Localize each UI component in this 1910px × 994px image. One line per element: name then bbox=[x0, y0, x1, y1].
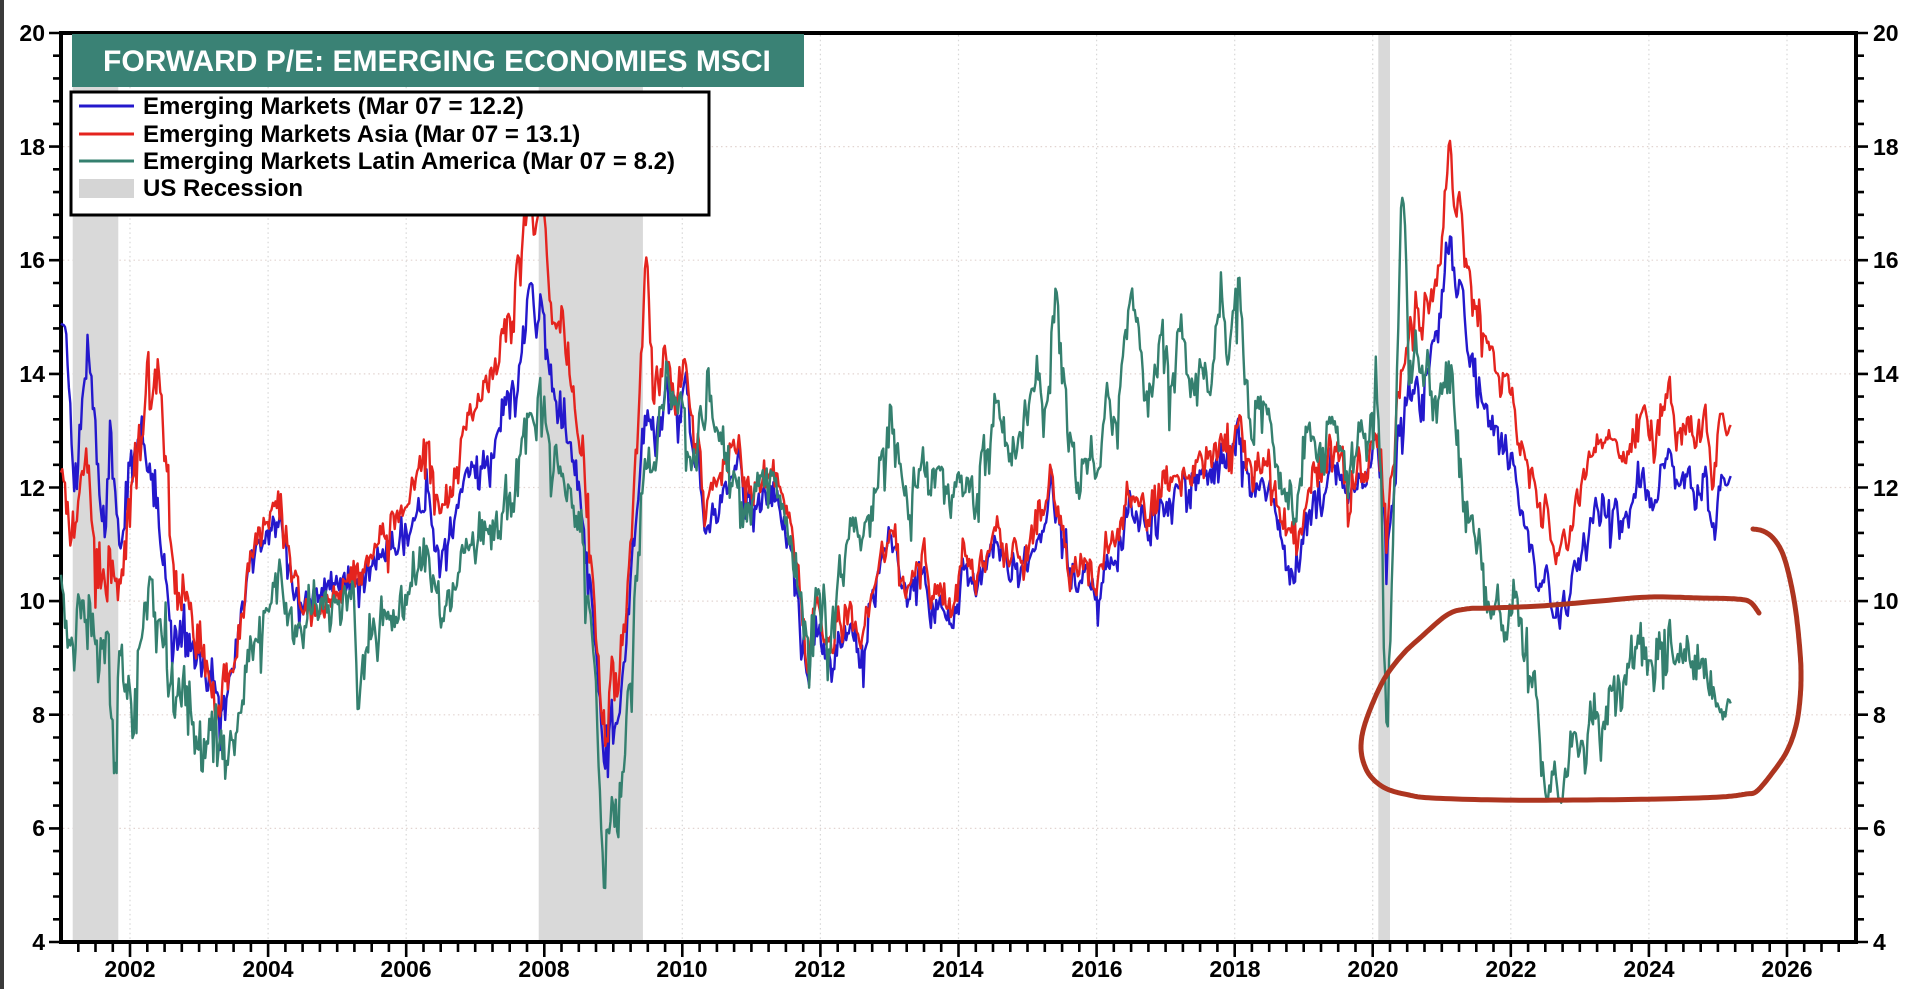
svg-text:2008: 2008 bbox=[518, 956, 569, 982]
svg-text:16: 16 bbox=[1873, 247, 1899, 273]
svg-text:6: 6 bbox=[1873, 815, 1886, 841]
svg-text:10: 10 bbox=[19, 588, 45, 614]
svg-text:18: 18 bbox=[1873, 134, 1899, 160]
svg-text:14: 14 bbox=[19, 361, 45, 387]
svg-text:12: 12 bbox=[19, 475, 45, 501]
svg-text:US Recession: US Recession bbox=[143, 175, 303, 202]
svg-text:Emerging Markets (Mar 07 = 12.: Emerging Markets (Mar 07 = 12.2) bbox=[143, 93, 524, 120]
svg-text:2020: 2020 bbox=[1347, 956, 1398, 982]
svg-text:10: 10 bbox=[1873, 588, 1899, 614]
svg-text:2024: 2024 bbox=[1623, 956, 1674, 982]
svg-text:12: 12 bbox=[1873, 475, 1899, 501]
svg-text:2004: 2004 bbox=[242, 956, 293, 982]
svg-text:18: 18 bbox=[19, 134, 45, 160]
svg-text:Emerging Markets Latin America: Emerging Markets Latin America (Mar 07 =… bbox=[143, 148, 675, 175]
svg-text:2006: 2006 bbox=[380, 956, 431, 982]
svg-text:2022: 2022 bbox=[1485, 956, 1536, 982]
svg-text:2010: 2010 bbox=[656, 956, 707, 982]
svg-text:2012: 2012 bbox=[794, 956, 845, 982]
svg-text:4: 4 bbox=[32, 929, 45, 955]
svg-text:2002: 2002 bbox=[104, 956, 155, 982]
svg-text:14: 14 bbox=[1873, 361, 1899, 387]
svg-text:20: 20 bbox=[1873, 20, 1899, 46]
svg-text:4: 4 bbox=[1873, 929, 1886, 955]
svg-text:2016: 2016 bbox=[1071, 956, 1122, 982]
svg-text:6: 6 bbox=[32, 815, 45, 841]
svg-text:2018: 2018 bbox=[1209, 956, 1260, 982]
svg-text:2014: 2014 bbox=[932, 956, 983, 982]
svg-text:16: 16 bbox=[19, 247, 45, 273]
svg-text:FORWARD P/E: EMERGING ECONOMIE: FORWARD P/E: EMERGING ECONOMIES MSCI bbox=[103, 45, 771, 78]
svg-text:2026: 2026 bbox=[1761, 956, 1812, 982]
svg-text:8: 8 bbox=[32, 702, 45, 728]
svg-text:Emerging Markets Asia (Mar 07: Emerging Markets Asia (Mar 07 = 13.1) bbox=[143, 121, 580, 148]
svg-text:8: 8 bbox=[1873, 702, 1886, 728]
svg-text:20: 20 bbox=[19, 20, 45, 46]
